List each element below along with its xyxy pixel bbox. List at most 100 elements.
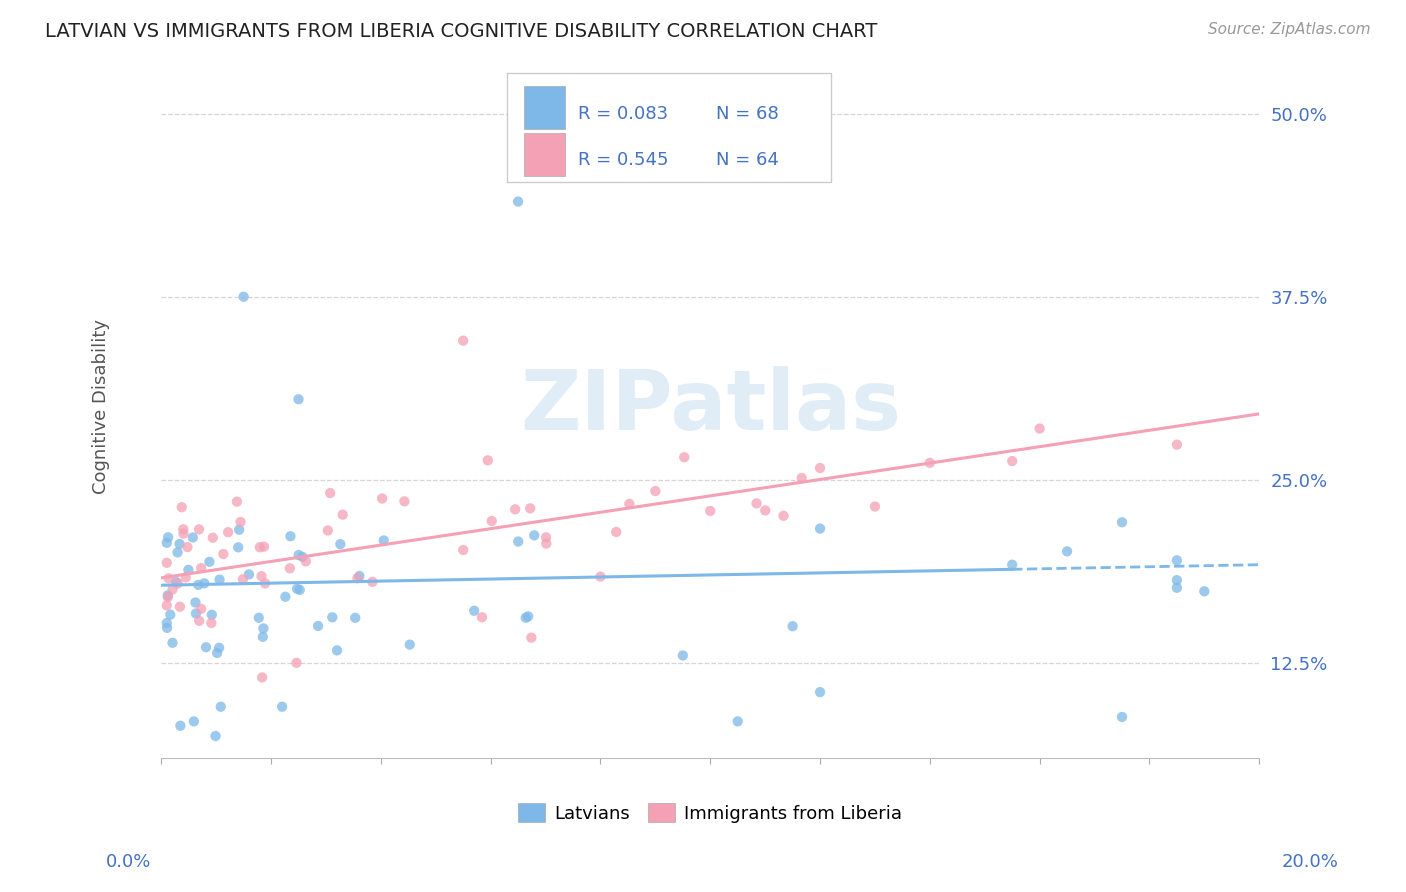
Point [184,607,207,621]
Text: R = 0.545: R = 0.545 [578,151,669,169]
Point [209,699,232,714]
Point [463,604,485,618]
Point [373,533,395,548]
Point [252,630,274,644]
Point [165,574,187,589]
Point [232,572,254,586]
Point [188,614,211,628]
Text: N = 64: N = 64 [716,151,779,169]
Point [754,503,776,517]
Point [212,547,235,561]
FancyBboxPatch shape [523,86,565,129]
Point [503,502,526,516]
Point [249,541,271,555]
Point [173,526,195,541]
Text: R = 0.083: R = 0.083 [578,105,669,123]
Point [1001,558,1024,572]
Point [673,450,696,465]
Point [398,638,420,652]
Point [157,530,180,544]
Point [156,599,179,613]
Point [394,494,416,508]
Point [1166,581,1188,595]
Point [201,607,224,622]
Point [790,471,813,485]
Point [166,576,188,591]
Point [157,571,180,585]
Point [162,582,184,597]
Point [156,621,179,635]
Point [808,461,831,475]
Point [228,523,250,537]
Point [1166,553,1188,567]
Point [863,500,886,514]
Point [156,616,179,631]
Point [329,537,352,551]
Text: ZIPatlas: ZIPatlas [520,366,901,447]
Point [176,540,198,554]
Point [184,595,207,609]
Point [200,615,222,630]
Point [201,531,224,545]
Point [349,569,371,583]
Point [195,640,218,655]
Point [589,569,612,583]
Point [288,582,311,597]
Point [172,522,194,536]
Point [156,536,179,550]
Point [808,522,831,536]
Point [644,484,666,499]
Point [177,563,200,577]
Point [1194,584,1216,599]
Point [217,525,239,540]
Point [183,714,205,729]
Point [250,569,273,583]
Point [247,611,270,625]
Point [619,497,641,511]
Point [332,508,354,522]
Point [451,543,474,558]
Point [534,530,557,544]
Point [169,537,191,551]
Point [198,555,221,569]
Point [519,501,541,516]
Text: 0.0%: 0.0% [105,853,150,871]
Point [506,194,529,209]
Point [188,522,211,536]
Point [254,576,277,591]
Point [371,491,394,506]
Point [181,531,204,545]
Point [226,541,249,555]
Point [477,453,499,467]
Point [229,515,252,529]
Point [1166,437,1188,451]
Point [517,609,540,624]
Point [321,610,343,624]
Text: N = 68: N = 68 [716,105,779,123]
Point [238,567,260,582]
Point [727,714,749,729]
Point [520,631,543,645]
Point [307,619,329,633]
Text: 20.0%: 20.0% [1282,853,1339,871]
Point [285,656,308,670]
Point [169,599,191,614]
Point [361,574,384,589]
Point [287,548,309,562]
Point [232,290,254,304]
Point [699,504,721,518]
Point [208,573,231,587]
Point [170,500,193,515]
Text: Source: ZipAtlas.com: Source: ZipAtlas.com [1208,22,1371,37]
Point [156,556,179,570]
Point [316,524,339,538]
Point [326,643,349,657]
Point [782,619,804,633]
Point [508,534,530,549]
FancyBboxPatch shape [508,73,831,182]
Point [285,582,308,596]
Point [523,528,546,542]
Point [745,496,768,510]
Point [287,392,309,407]
Point [1111,710,1133,724]
